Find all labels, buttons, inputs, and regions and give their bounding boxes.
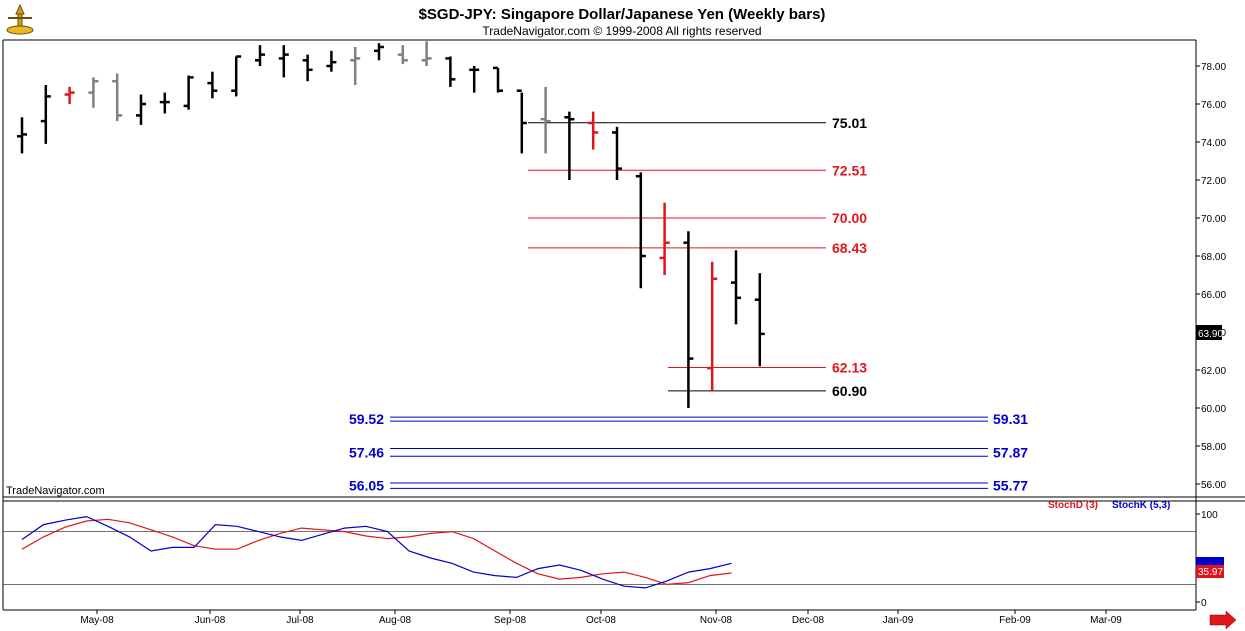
level-label: 70.00 (832, 210, 867, 226)
ohlc-bar (17, 117, 27, 154)
last-price-badge (1196, 325, 1222, 340)
stoch-legend-entry: StochD (3) (1048, 500, 1098, 511)
stochastic-lines (21, 515, 732, 589)
ohlc-bar (278, 45, 289, 78)
stochastic-legend: StochD (3) StochK (5,3) (1048, 500, 1170, 511)
stochastic-axis-ticks: 0 100 (1196, 510, 1218, 609)
stoch-k-badge (1196, 557, 1224, 565)
price-tick-label: 60.00 (1201, 404, 1226, 415)
copyright-text: TradeNavigator.com © 1999-2008 All right… (482, 24, 761, 38)
level-lines: 75.01 72.51 70.00 68.43 62.13 60.90 (528, 115, 867, 399)
price-axis-ticks: 56.0058.0060.0062.0064.0066.0068.0070.00… (1196, 62, 1226, 491)
ohlc-bar (207, 71, 218, 99)
price-tick-label: 74.00 (1201, 138, 1226, 149)
level-label: 60.90 (832, 383, 867, 399)
x-tick-label: Jul-08 (286, 615, 314, 626)
stoch-d-badge (1196, 565, 1224, 578)
ohlc-bar (588, 111, 599, 150)
x-tick-label: May-08 (80, 615, 114, 626)
x-tick-label: Dec-08 (792, 615, 825, 626)
price-tick-label: 70.00 (1201, 214, 1226, 225)
ohlc-bar (731, 250, 741, 325)
ohlc-bar (540, 86, 551, 154)
price-tick-label: 58.00 (1201, 442, 1226, 453)
band-left-label: 59.52 (349, 411, 384, 427)
ohlc-bar (112, 73, 123, 122)
ohlc-bar (421, 41, 432, 66)
ohlc-bar (707, 261, 718, 391)
price-tick-label: 76.00 (1201, 100, 1226, 111)
band-left-label: 56.05 (349, 478, 384, 494)
band-right-label: 57.87 (993, 444, 1028, 460)
x-tick-label: Mar-09 (1090, 615, 1122, 626)
band-right-label: 55.77 (993, 478, 1028, 494)
ohlc-bar (302, 54, 313, 82)
ohlc-bar (564, 111, 575, 180)
level-label: 62.13 (832, 360, 867, 376)
stoch-tick-label: 100 (1201, 510, 1218, 521)
price-tick-label: 66.00 (1201, 290, 1226, 301)
stoch-series-line (21, 515, 732, 589)
ohlc-bar (350, 47, 361, 85)
ohlc-bar (469, 66, 480, 93)
x-tick-label: Jun-08 (195, 615, 226, 626)
ohlc-bar (374, 43, 384, 61)
price-tick-label: 62.00 (1201, 366, 1226, 377)
stoch-tick-label: 0 (1201, 598, 1207, 609)
ohlc-bar (326, 50, 337, 72)
x-tick-label: Nov-08 (700, 615, 733, 626)
ohlc-bar (754, 273, 765, 367)
ohlc-bar (659, 202, 670, 275)
ohlc-bar (64, 86, 75, 104)
band-right-label: 59.31 (993, 411, 1028, 427)
ohlc-bar (493, 66, 503, 93)
ohlc-bar (683, 231, 694, 408)
price-tick-label: 68.00 (1201, 252, 1226, 263)
x-tick-label: Sep-08 (494, 615, 527, 626)
stochastic-reference-lines (3, 531, 1196, 585)
price-tick-label: 72.00 (1201, 176, 1226, 187)
level-label: 68.43 (832, 240, 867, 256)
ohlc-bar (397, 45, 408, 65)
ohlc-bar (40, 85, 51, 144)
x-tick-label: Jan-09 (883, 615, 914, 626)
ohlc-bar (635, 172, 646, 289)
chart-title: $SGD-JPY: Singapore Dollar/Japanese Yen … (419, 6, 826, 23)
ohlc-bar (516, 89, 527, 154)
last-price-label: 63.90 (1198, 329, 1223, 340)
projection-bands: 59.52 59.31 57.46 57.87 56.05 55.77 (349, 411, 1028, 494)
level-label: 72.51 (832, 162, 867, 178)
ohlc-bar (183, 75, 194, 110)
price-bars (17, 41, 765, 408)
ohlc-bar (136, 94, 146, 125)
level-label: 75.01 (832, 115, 867, 131)
ohlc-bar (445, 56, 456, 87)
watermark-text: TradeNavigator.com (6, 485, 105, 497)
stoch-legend-entry: StochK (5,3) (1112, 500, 1170, 511)
ohlc-bar (231, 55, 242, 97)
x-tick-label: Oct-08 (586, 615, 616, 626)
ohlc-bar (159, 92, 170, 114)
scroll-right-arrow-icon[interactable] (1209, 610, 1237, 630)
price-tick-label: 78.00 (1201, 62, 1226, 73)
x-tick-label: Feb-09 (999, 615, 1031, 626)
stoch-last-label: 35.97 (1198, 567, 1223, 578)
ohlc-bar (88, 77, 99, 108)
band-left-label: 57.46 (349, 444, 384, 460)
ohlc-bar (612, 126, 622, 180)
ohlc-bar (255, 45, 265, 66)
stoch-series-line (21, 518, 732, 586)
x-tick-label: Aug-08 (379, 615, 412, 626)
x-axis-labels: May-08 Jun-08 Jul-08 Aug-08 Sep-08 Oct-08 Nov-… (80, 610, 1122, 626)
price-tick-label: 56.00 (1201, 480, 1226, 491)
tradenavigator-logo-icon (4, 3, 36, 36)
